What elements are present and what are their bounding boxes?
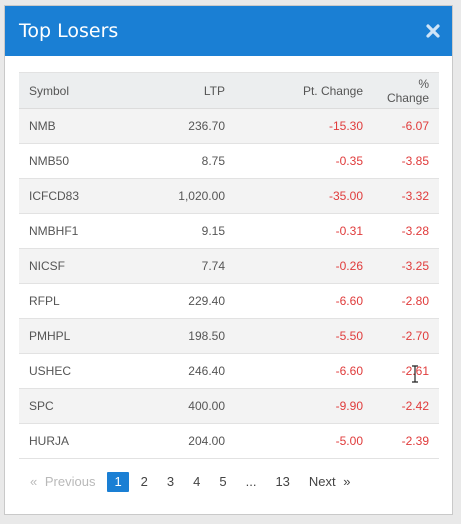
page-link-4[interactable]: 4 — [193, 474, 201, 489]
pt-change-cell: -6.60 — [235, 353, 373, 389]
pt-change-cell: -0.26 — [235, 248, 373, 284]
symbol-cell[interactable]: USHEC — [19, 353, 129, 389]
close-icon — [426, 24, 440, 38]
table-row[interactable]: NICSF 7.74 -0.26 -3.25 — [19, 248, 439, 284]
text-cursor-icon — [412, 365, 418, 383]
symbol-cell[interactable]: RFPL — [19, 283, 129, 319]
pt-change-cell: -6.60 — [235, 283, 373, 319]
table-row[interactable]: ICFCD83 1,020.00 -35.00 -3.32 — [19, 178, 439, 214]
pt-change-cell: -5.50 — [235, 318, 373, 354]
previous-label: Previous — [44, 474, 96, 489]
ltp-cell: 236.70 — [129, 108, 235, 144]
pct-change-cell: -3.28 — [373, 213, 439, 249]
ltp-cell: 7.74 — [129, 248, 235, 284]
table-row[interactable]: USHEC 246.40 -6.60 -2.61 — [19, 353, 439, 389]
modal-title: Top Losers — [19, 20, 119, 42]
pagination-ellipsis: ... — [245, 474, 257, 489]
next-label: Next — [308, 474, 336, 489]
symbol-cell[interactable]: ICFCD83 — [19, 178, 129, 214]
pt-change-cell: -9.90 — [235, 388, 373, 424]
pct-change-cell: -2.42 — [373, 388, 439, 424]
column-header-ltp[interactable]: LTP — [129, 72, 235, 109]
losers-table: Symbol LTP Pt. Change % Change NMB 236.70… — [19, 72, 439, 459]
top-losers-modal: Top Losers Symbol LTP Pt. Change % Chang… — [4, 5, 453, 515]
table-row[interactable]: SPC 400.00 -9.90 -2.42 — [19, 388, 439, 424]
pt-change-cell: -0.31 — [235, 213, 373, 249]
symbol-cell[interactable]: NMBHF1 — [19, 213, 129, 249]
column-header-pct-change[interactable]: % Change — [373, 72, 439, 109]
pct-change-cell: -3.32 — [373, 178, 439, 214]
pct-change-cell: -3.25 — [373, 248, 439, 284]
pct-change-cell: -2.70 — [373, 318, 439, 354]
pt-change-cell: -0.35 — [235, 143, 373, 179]
ltp-cell: 8.75 — [129, 143, 235, 179]
ltp-cell: 400.00 — [129, 388, 235, 424]
table-row[interactable]: NMB 236.70 -15.30 -6.07 — [19, 108, 439, 144]
ltp-cell: 246.40 — [129, 353, 235, 389]
pt-change-cell: -35.00 — [235, 178, 373, 214]
symbol-cell[interactable]: HURJA — [19, 423, 129, 459]
ltp-cell: 9.15 — [129, 213, 235, 249]
symbol-cell[interactable]: NMB50 — [19, 143, 129, 179]
pct-change-cell: -3.85 — [373, 143, 439, 179]
table-row[interactable]: PMHPL 198.50 -5.50 -2.70 — [19, 318, 439, 354]
page-link-5[interactable]: 5 — [219, 474, 227, 489]
ltp-cell: 204.00 — [129, 423, 235, 459]
page-link-2[interactable]: 2 — [140, 474, 148, 489]
modal-header: Top Losers — [5, 6, 452, 56]
previous-page-link: « Previous — [19, 472, 102, 492]
losers-table-wrapper: Symbol LTP Pt. Change % Change NMB 236.70… — [19, 72, 439, 459]
pct-change-cell: -2.39 — [373, 423, 439, 459]
column-header-symbol[interactable]: Symbol — [19, 72, 129, 109]
table-row[interactable]: NMB50 8.75 -0.35 -3.85 — [19, 143, 439, 179]
background-page — [0, 515, 461, 524]
pt-change-cell: -5.00 — [235, 423, 373, 459]
close-button[interactable] — [420, 18, 446, 44]
page-link-3[interactable]: 3 — [166, 474, 175, 489]
column-header-pt-change[interactable]: Pt. Change — [235, 72, 373, 109]
symbol-cell[interactable]: NMB — [19, 108, 129, 144]
symbol-cell[interactable]: PMHPL — [19, 318, 129, 354]
table-header-row: Symbol LTP Pt. Change % Change — [19, 72, 439, 109]
ltp-cell: 229.40 — [129, 283, 235, 319]
prev-arrow-icon: « — [30, 474, 38, 489]
table-row[interactable]: RFPL 229.40 -6.60 -2.80 — [19, 283, 439, 319]
pct-change-cell: -2.80 — [373, 283, 439, 319]
page-link-last[interactable]: 13 — [275, 474, 290, 489]
page-link-1[interactable]: 1 — [107, 472, 129, 492]
table-row[interactable]: HURJA 204.00 -5.00 -2.39 — [19, 423, 439, 459]
ltp-cell: 1,020.00 — [129, 178, 235, 214]
symbol-cell[interactable]: SPC — [19, 388, 129, 424]
next-arrow-icon: » — [343, 474, 351, 489]
ltp-cell: 198.50 — [129, 318, 235, 354]
next-page-link[interactable]: Next » — [302, 472, 362, 492]
pt-change-cell: -15.30 — [235, 108, 373, 144]
table-row[interactable]: NMBHF1 9.15 -0.31 -3.28 — [19, 213, 439, 249]
symbol-cell[interactable]: NICSF — [19, 248, 129, 284]
pct-change-cell: -2.61 — [373, 353, 439, 389]
pct-change-cell: -6.07 — [373, 108, 439, 144]
